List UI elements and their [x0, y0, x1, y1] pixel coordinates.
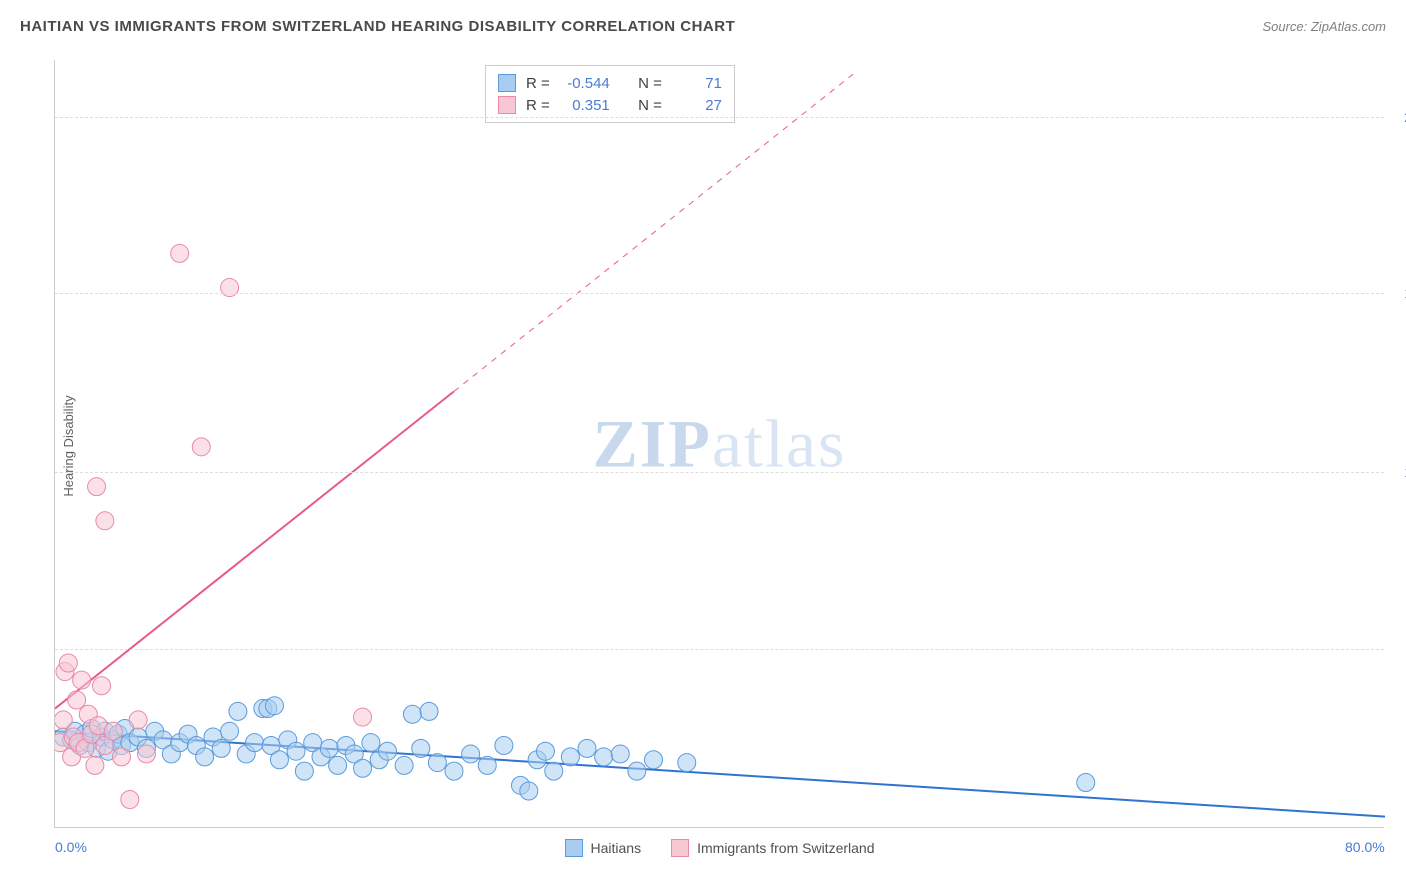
stats-row: R =0.351 N =27	[498, 94, 722, 116]
x-tick-label: 80.0%	[1345, 839, 1385, 855]
data-point	[495, 737, 513, 755]
data-point	[628, 762, 646, 780]
data-point	[320, 739, 338, 757]
legend-label: Haitians	[591, 840, 642, 856]
gridline	[55, 117, 1384, 118]
data-point	[678, 754, 696, 772]
data-point	[221, 722, 239, 740]
data-point	[354, 759, 372, 777]
data-point	[129, 711, 147, 729]
data-point	[93, 677, 111, 695]
legend: Haitians Immigrants from Switzerland	[565, 839, 875, 857]
chart-title: HAITIAN VS IMMIGRANTS FROM SWITZERLAND H…	[20, 18, 735, 35]
data-point	[265, 697, 283, 715]
x-tick-label: 0.0%	[55, 839, 87, 855]
legend-swatch	[498, 96, 516, 114]
data-point	[403, 705, 421, 723]
data-point	[395, 756, 413, 774]
y-tick-label: 12.5%	[1389, 464, 1406, 480]
data-point	[86, 756, 104, 774]
data-point	[68, 691, 86, 709]
data-point	[354, 708, 372, 726]
data-point	[329, 756, 347, 774]
data-point	[113, 748, 131, 766]
data-point	[137, 745, 155, 763]
stats-box: R =-0.544 N =71R =0.351 N =27	[485, 65, 735, 123]
data-point	[462, 745, 480, 763]
data-point	[59, 654, 77, 672]
data-point	[1077, 773, 1095, 791]
legend-label: Immigrants from Switzerland	[697, 840, 874, 856]
gridline	[55, 293, 1384, 294]
data-point	[428, 754, 446, 772]
data-point	[171, 244, 189, 262]
data-point	[270, 751, 288, 769]
data-point	[212, 739, 230, 757]
data-point	[121, 791, 139, 809]
data-point	[595, 748, 613, 766]
data-point	[420, 702, 438, 720]
source-attribution: Source: ZipAtlas.com	[1262, 19, 1386, 34]
data-point	[229, 702, 247, 720]
data-point	[645, 751, 663, 769]
data-point	[246, 734, 264, 752]
y-tick-label: 6.3%	[1389, 641, 1406, 657]
data-point	[520, 782, 538, 800]
legend-swatch	[498, 74, 516, 92]
data-point	[192, 438, 210, 456]
data-point	[104, 722, 122, 740]
y-tick-label: 18.8%	[1389, 285, 1406, 301]
data-point	[545, 762, 563, 780]
data-point	[55, 711, 72, 729]
legend-item: Haitians	[565, 839, 642, 857]
data-point	[412, 739, 430, 757]
data-point	[196, 748, 214, 766]
data-point	[96, 512, 114, 530]
legend-swatch	[671, 839, 689, 857]
header: HAITIAN VS IMMIGRANTS FROM SWITZERLAND H…	[20, 18, 1386, 35]
data-point	[362, 734, 380, 752]
data-point	[73, 671, 91, 689]
data-point	[536, 742, 554, 760]
gridline	[55, 472, 1384, 473]
data-point	[561, 748, 579, 766]
stats-row: R =-0.544 N =71	[498, 72, 722, 94]
data-point	[379, 742, 397, 760]
data-point	[578, 739, 596, 757]
chart-svg	[55, 60, 1385, 828]
data-point	[611, 745, 629, 763]
legend-swatch	[565, 839, 583, 857]
data-point	[287, 742, 305, 760]
data-point	[445, 762, 463, 780]
gridline	[55, 649, 1384, 650]
data-point	[478, 756, 496, 774]
data-point	[88, 478, 106, 496]
legend-item: Immigrants from Switzerland	[671, 839, 874, 857]
y-tick-label: 25.0%	[1389, 109, 1406, 125]
chart-plot-area: ZIPatlas R =-0.544 N =71R =0.351 N =27 H…	[54, 60, 1384, 828]
data-point	[295, 762, 313, 780]
